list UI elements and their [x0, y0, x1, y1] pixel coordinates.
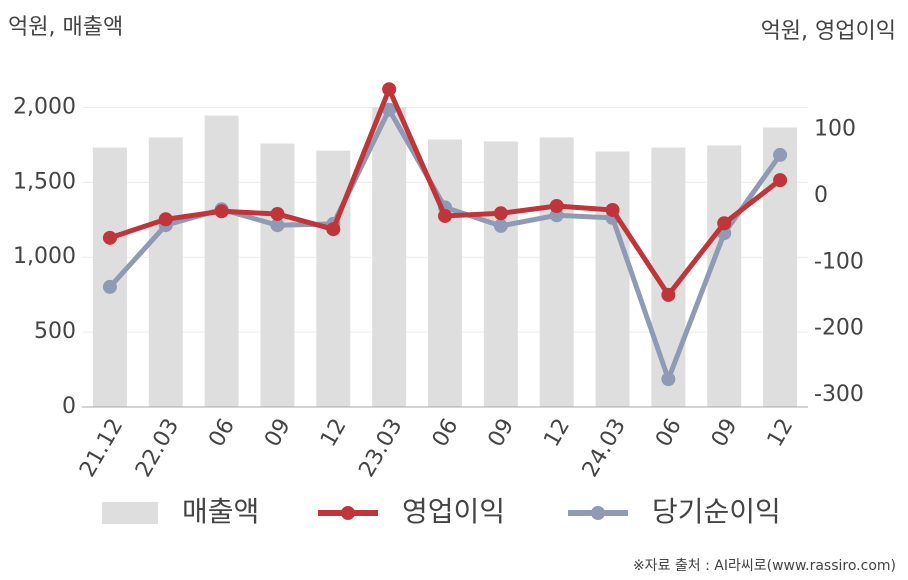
legend-label: 당기순이익 [652, 495, 781, 528]
point [493, 206, 508, 221]
bar [316, 150, 351, 407]
bar [260, 143, 295, 407]
y2-tick-label: 0 [814, 183, 828, 208]
source: ※자료 출처 : AI라씨로(www.rassiro.com) [633, 558, 896, 574]
x-tick-label: 21.12 [75, 415, 128, 482]
x-tick-label: 12 [763, 415, 799, 452]
bar [539, 137, 574, 407]
point [661, 372, 676, 387]
legend-label: 영업이익 [402, 495, 505, 528]
legend-swatch [341, 506, 355, 520]
bar [372, 107, 407, 407]
bar [428, 139, 462, 407]
x-tick-label: 22.03 [131, 415, 184, 482]
point [270, 206, 285, 221]
x-tick-label: 23.03 [354, 415, 407, 482]
point [102, 279, 117, 294]
point [382, 82, 397, 97]
x-tick-label: 09 [260, 415, 296, 452]
bar [707, 145, 742, 407]
y2-tick-label: 100 [814, 117, 856, 142]
x-tick-label: 09 [707, 415, 743, 452]
point [661, 287, 676, 302]
x-tick-label: 06 [651, 415, 687, 452]
legend-label: 매출액 [182, 495, 259, 528]
x-tick-label: 09 [484, 415, 520, 452]
y2-tick-label: -300 [814, 382, 864, 407]
point [773, 173, 788, 188]
x-tick-label: 24.03 [578, 415, 631, 482]
bar [148, 137, 183, 407]
y-axis-label: 억원, 매출액 [8, 15, 123, 40]
point [549, 198, 564, 213]
y-tick-label: 500 [34, 319, 76, 344]
point [270, 218, 285, 233]
point [382, 102, 397, 117]
bar [204, 115, 239, 408]
y-tick-label: 1,500 [13, 169, 76, 194]
y2-tick-label: -100 [814, 249, 864, 274]
point [102, 230, 117, 245]
point [605, 202, 620, 217]
y-tick-label: 0 [62, 394, 76, 419]
bar [595, 151, 630, 407]
point [214, 204, 229, 219]
point [773, 147, 788, 162]
point [493, 218, 508, 233]
point [438, 208, 452, 223]
x-tick-label: 06 [204, 415, 240, 452]
legend-swatch [102, 502, 158, 524]
point [326, 222, 341, 237]
point [717, 216, 732, 231]
x-tick-label: 06 [428, 415, 464, 452]
y2-tick-label: -200 [814, 316, 864, 341]
x-tick-label: 12 [539, 415, 575, 452]
y2-axis-label: 억원, 영업이익 [761, 19, 896, 44]
x-tick-label: 12 [316, 415, 352, 452]
y-tick-label: 1,000 [13, 244, 76, 269]
legend-swatch [591, 506, 605, 520]
point [158, 212, 173, 227]
y-tick-label: 2,000 [13, 94, 76, 119]
bar [483, 141, 518, 407]
